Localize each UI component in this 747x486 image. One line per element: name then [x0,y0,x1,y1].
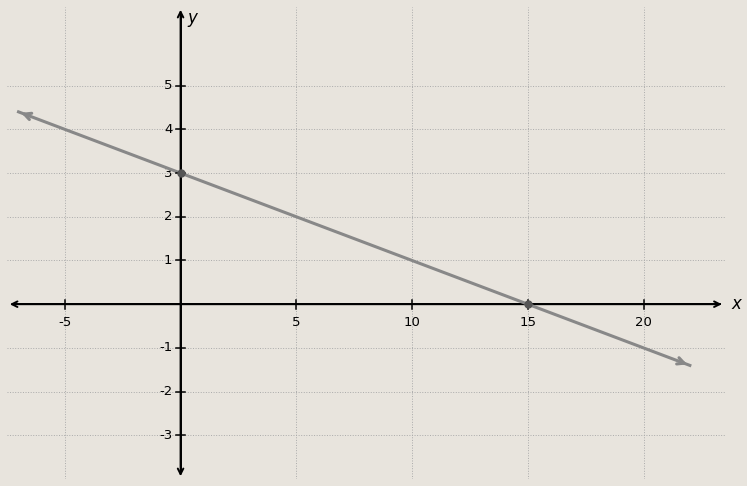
Text: 2: 2 [164,210,173,223]
Text: y: y [187,9,197,27]
Text: 10: 10 [403,316,421,330]
Text: -3: -3 [159,429,173,442]
Text: 5: 5 [292,316,300,330]
Text: -2: -2 [159,385,173,398]
Text: 5: 5 [164,79,173,92]
Point [175,169,187,177]
Text: x: x [731,295,742,313]
Text: -1: -1 [159,341,173,354]
Text: 20: 20 [635,316,652,330]
Point [522,300,534,308]
Text: 1: 1 [164,254,173,267]
Text: 3: 3 [164,167,173,179]
Text: -5: -5 [58,316,72,330]
Text: 15: 15 [519,316,536,330]
Text: 4: 4 [164,123,173,136]
